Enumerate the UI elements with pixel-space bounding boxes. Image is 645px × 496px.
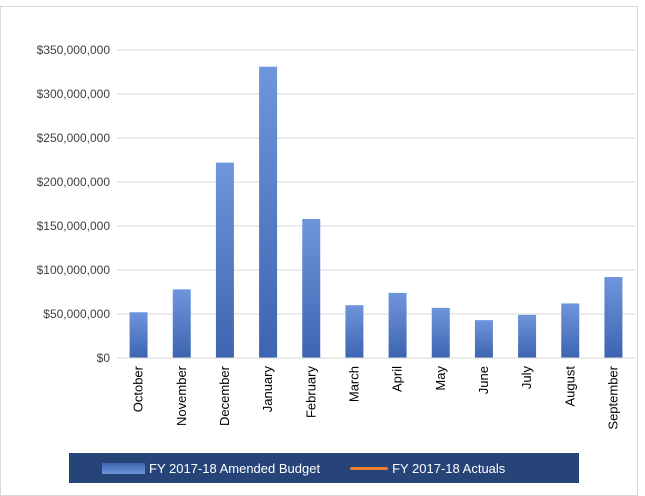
gridlines [117,49,635,315]
y-tick-label: $100,000,000 [37,263,111,277]
x-tick-label-july: July [519,366,534,390]
x-tick-label-april: April [390,366,405,392]
bar-april [388,292,407,358]
legend-entry-actuals: FY 2017-18 Actuals [350,461,505,476]
bar-december [215,162,234,358]
y-axis-tick-labels: $0 $50,000,000 $100,000,000 $150,000,000 $20… [37,43,111,365]
bar-november [172,289,191,358]
bar-july [518,314,537,358]
legend: FY 2017-18 Amended Budget FY 2017-18 Act… [69,453,579,483]
x-tick-label-february: February [303,366,318,419]
x-tick-label-august: August [562,366,577,407]
x-tick-label-december: December [217,365,232,426]
x-tick-label-september: September [605,365,620,429]
y-tick-label: $200,000,000 [37,175,111,189]
x-tick-label-january: January [260,366,275,413]
y-tick-label: $0 [97,351,111,365]
x-tick-label-june: June [476,366,491,394]
y-tick-label: $50,000,000 [43,307,110,321]
y-tick-label: $150,000,000 [37,219,111,233]
bar-march [345,305,364,358]
x-tick-label-october: October [131,365,146,412]
bar-june [474,320,493,358]
x-tick-label-november: November [174,365,189,426]
bar-october [129,312,148,358]
legend-entry-budget: FY 2017-18 Amended Budget [102,461,320,476]
x-tick-label-march: March [346,366,361,402]
legend-swatch-budget [102,462,145,474]
y-tick-label: $300,000,000 [37,87,111,101]
y-tick-label: $250,000,000 [37,131,111,145]
legend-label-actuals: FY 2017-18 Actuals [392,460,506,476]
y-tick-label: $350,000,000 [37,43,111,57]
bar-february [302,218,321,358]
bar-august [561,303,580,358]
bar-may [431,307,450,358]
bar-september [604,277,623,358]
x-tick-label-may: May [433,366,448,391]
legend-swatch-actuals [350,466,389,470]
bar-january [259,66,278,358]
bars [129,66,623,358]
x-axis-tick-labels: October November December January February Ma… [131,365,621,429]
legend-label-budget: FY 2017-18 Amended Budget [149,460,321,476]
